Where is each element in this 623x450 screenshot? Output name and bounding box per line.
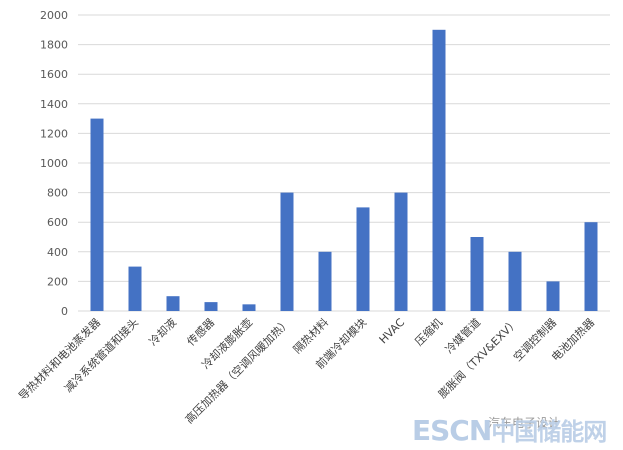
- bar: [242, 304, 256, 311]
- bar: [318, 251, 332, 311]
- y-axis-tick-labels: 0 200 400 600 800 1000 1200 1400 1600 1800 2000: [40, 9, 68, 318]
- x-category-label: HVAC: [377, 316, 408, 347]
- y-tick-label: 0: [61, 305, 68, 318]
- y-tick-label: 400: [47, 246, 68, 259]
- watermark-logo-cjk: 中国储能网: [491, 418, 607, 446]
- bar: [394, 192, 408, 311]
- bar: [166, 296, 180, 311]
- bar: [128, 266, 142, 311]
- bar: [584, 222, 598, 311]
- y-tick-label: 1000: [40, 157, 68, 170]
- x-category-label: 冷却液: [146, 315, 179, 348]
- bar: [432, 29, 446, 312]
- bar: [546, 281, 560, 311]
- watermark-logo: ESCN中国储能网: [412, 414, 607, 447]
- y-tick-label: 200: [47, 275, 68, 288]
- bar: [90, 118, 104, 311]
- y-tick-label: 800: [47, 187, 68, 200]
- bars: [90, 29, 598, 312]
- bar: [508, 251, 522, 311]
- y-tick-label: 1800: [40, 39, 68, 52]
- y-tick-label: 1400: [40, 98, 68, 111]
- y-tick-label: 1600: [40, 68, 68, 81]
- bar: [470, 237, 484, 311]
- x-category-label: 压缩机: [412, 315, 445, 348]
- bar: [356, 207, 370, 311]
- x-category-label: 传感器: [185, 316, 218, 349]
- watermark-caption: 汽车电子设计: [488, 416, 561, 430]
- x-category-label: 减冷系统管道和接头: [61, 315, 141, 395]
- bar: [280, 192, 294, 311]
- y-tick-label: 600: [47, 216, 68, 229]
- gridlines: [78, 14, 610, 312]
- y-tick-label: 1200: [40, 127, 68, 140]
- y-tick-label: 2000: [40, 9, 68, 22]
- watermark-logo-latin: ESCN: [412, 414, 492, 447]
- bar: [204, 302, 218, 311]
